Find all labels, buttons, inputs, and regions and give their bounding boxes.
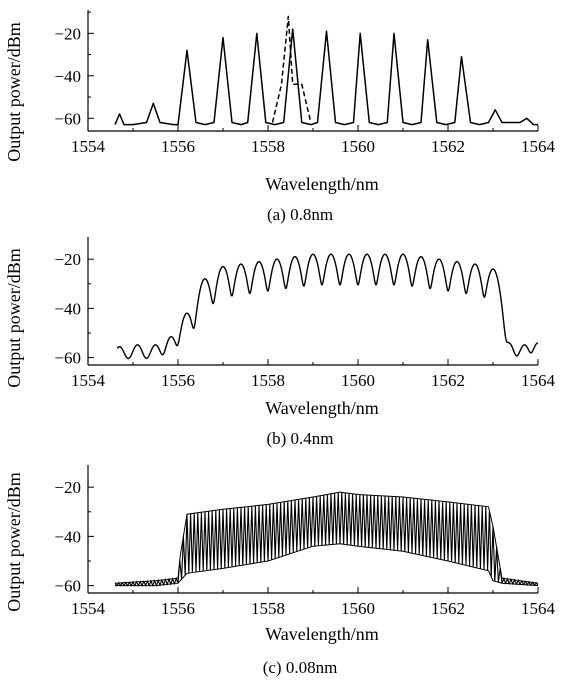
panel-c-spectrum-trace [114,492,539,588]
panel-a-series-dashed-trace [271,15,312,123]
panel-c-y-tick-label: −60 [54,577,81,596]
panel-c-x-tick-label: 1564 [521,599,556,618]
panel-a-x-tick-label: 1556 [161,137,195,156]
panel-b-y-axis-label: Output power/dBm [4,248,24,388]
panel-a-x-tick-label: 1562 [431,137,465,156]
panel-b-y-tick-label: −60 [54,349,81,368]
panel-b-y-tick-label: −20 [54,250,81,269]
panel-a: Output power/dBm Wavelength/nm (a) 0.8nm… [4,10,556,224]
panel-b-x-tick-label: 1562 [431,371,465,390]
panel-c-y-tick-label: −40 [54,527,81,546]
panel-c: Output power/dBm Wavelength/nm (c) 0.08n… [4,465,556,677]
panel-b-x-tick-label: 1558 [251,371,285,390]
panel-b-x-axis-label: Wavelength/nm [265,398,379,418]
panel-c-x-tick-label: 1558 [251,599,285,618]
panel-a-series-solid-trace [114,28,538,126]
panel-c-y-axis-label: Output power/dBm [4,472,24,612]
panel-a-x-tick-label: 1558 [251,137,285,156]
panel-b-spectrum-trace [116,253,539,360]
panel-b-y-tick-label: −40 [54,299,81,318]
panel-c-lower-envelope [115,543,539,587]
panel-c-upper-envelope [114,491,539,584]
panel-c-x-tick-label: 1554 [71,599,106,618]
panel-a-caption: (a) 0.8nm [267,205,333,224]
panel-c-x-tick-label: 1560 [341,599,375,618]
panel-a-y-axis-label: Output power/dBm [4,22,24,162]
panel-b-x-tick-label: 1554 [71,371,106,390]
panel-c-x-axis-label: Wavelength/nm [265,624,379,644]
panel-a-y-tick-label: −40 [54,67,81,86]
panel-b-x-tick-label: 1560 [341,371,375,390]
panel-c-caption: (c) 0.08nm [263,658,338,677]
panel-a-x-tick-label: 1554 [71,137,106,156]
panel-a-y-tick-label: −60 [54,109,81,128]
panel-a-x-tick-label: 1564 [521,137,556,156]
panel-a-x-axis-label: Wavelength/nm [265,174,379,194]
panel-c-x-tick-label: 1556 [161,599,195,618]
panel-a-x-tick-label: 1560 [341,137,375,156]
panel-c-y-tick-label: −20 [54,478,81,497]
panel-b-x-tick-label: 1556 [161,371,195,390]
panel-b: Output power/dBm Wavelength/nm (b) 0.4nm… [4,237,556,448]
panel-c-x-tick-label: 1562 [431,599,465,618]
panel-a-y-tick-label: −20 [54,24,81,43]
panel-b-caption: (b) 0.4nm [266,429,333,448]
panel-b-x-tick-label: 1564 [521,371,556,390]
